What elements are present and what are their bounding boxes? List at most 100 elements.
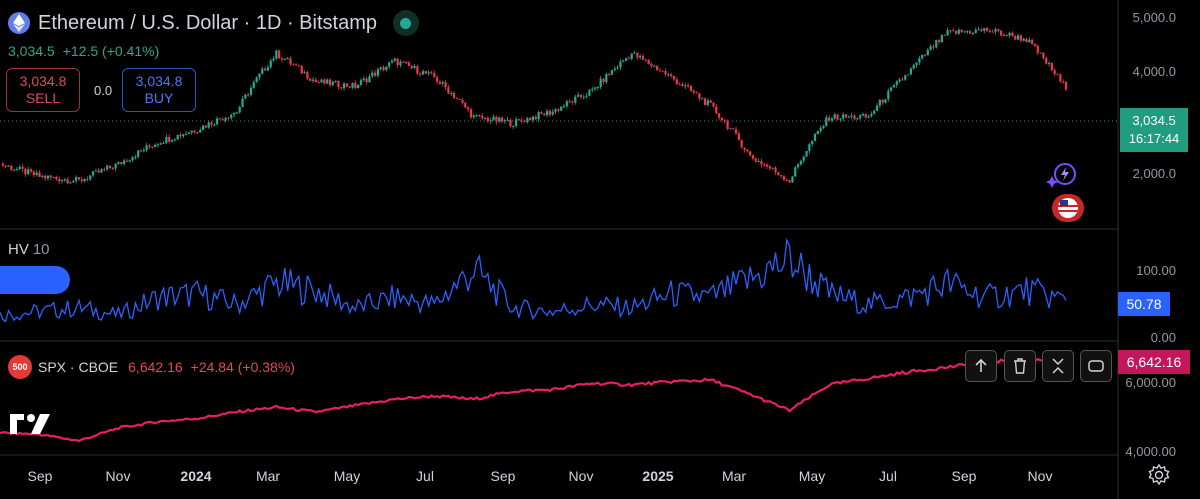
delete-pane-button[interactable] (1004, 350, 1036, 382)
candle-body (692, 90, 695, 93)
symbol-title: Ethereum / U.S. Dollar · 1D · Bitstamp (38, 11, 377, 34)
candle-body (461, 100, 464, 103)
candle-body (1028, 39, 1031, 43)
candle-body (385, 66, 388, 71)
candle-body (644, 59, 647, 61)
candle-body (176, 134, 179, 140)
candle-body (283, 59, 286, 61)
candle-body (44, 175, 47, 179)
candle-body (444, 82, 447, 88)
candle-body (661, 70, 664, 72)
move-pane-up-button[interactable] (965, 350, 997, 382)
candle-body (819, 128, 822, 131)
candle-body (949, 30, 952, 32)
spx-legend[interactable]: 500 SPX · CBOE 6,642.16 +24.84 (+0.38%) (8, 355, 295, 379)
candle-body (278, 50, 281, 59)
candle-body (751, 155, 755, 159)
candle-body (983, 28, 986, 31)
candle-body (1000, 30, 1003, 36)
candle-body (179, 134, 182, 137)
candle-body (300, 65, 303, 74)
candle-body (196, 132, 199, 134)
time-axis-label: 2024 (180, 468, 212, 484)
symbol-header[interactable]: Ethereum / U.S. Dollar · 1D · Bitstamp (8, 10, 419, 36)
candle-body (689, 85, 693, 91)
candle-body (529, 117, 532, 121)
candle-body (323, 79, 326, 84)
candle-body (517, 119, 520, 121)
candle-body (472, 115, 475, 118)
candle-body (808, 144, 811, 151)
candle-body (830, 118, 834, 121)
candle-body (331, 81, 334, 86)
candle-body (1047, 62, 1051, 64)
spx-axis-label: 6,000.00 (1125, 375, 1176, 390)
candle-body (732, 128, 735, 130)
us-flag-icon[interactable] (1052, 194, 1084, 222)
candle-body (582, 96, 585, 98)
time-axis-label: Nov (568, 468, 594, 484)
candle-body (608, 73, 611, 75)
candle-body (534, 116, 537, 120)
candle-body (145, 145, 148, 151)
candle-body (46, 175, 50, 179)
settings-gear-icon[interactable] (1148, 463, 1170, 491)
candle-body (320, 79, 323, 83)
candle-body (77, 177, 81, 180)
candle-body (379, 67, 382, 70)
collapse-pane-button[interactable] (1042, 350, 1074, 382)
candle-body (89, 175, 92, 180)
candle-body (765, 164, 769, 167)
candle-body (97, 170, 100, 173)
candle-body (427, 72, 430, 74)
candle-body (954, 31, 958, 34)
candle-body (695, 92, 698, 94)
candle-body (193, 130, 196, 133)
candle-body (774, 167, 777, 173)
price-axis-label: 4,000.0 (1132, 64, 1176, 79)
candle-body (641, 55, 645, 60)
candle-body (63, 179, 66, 181)
candle-body (388, 62, 391, 67)
candle-body (754, 158, 757, 162)
indicator-pill[interactable] (0, 266, 70, 294)
buy-button[interactable]: 3,034.8 BUY (122, 68, 196, 112)
candle-body (856, 118, 859, 120)
candle-body (565, 101, 568, 107)
candle-body (351, 82, 354, 88)
tradingview-logo[interactable] (8, 412, 54, 441)
candle-body (303, 72, 306, 74)
candle-body (878, 99, 881, 106)
candle-body (131, 157, 134, 161)
candle-body (859, 115, 862, 119)
candle-body (630, 53, 633, 59)
candle-body (134, 156, 137, 158)
candle-body (103, 169, 106, 171)
candle-body (213, 124, 216, 126)
sell-button[interactable]: 3,034.8 SELL (6, 68, 80, 112)
candle-body (354, 82, 357, 89)
candle-body (49, 175, 52, 178)
candle-body (884, 99, 887, 103)
candle-body (94, 170, 97, 172)
candle-body (83, 178, 86, 182)
ai-assistant-icon[interactable] (1044, 162, 1080, 195)
candle-body (289, 58, 292, 65)
candle-body (311, 79, 315, 81)
candle-body (647, 59, 650, 65)
spx-value-tag: 6,642.16 (1118, 350, 1190, 374)
candle-body (438, 81, 442, 84)
candle-body (602, 78, 605, 83)
candle-body (162, 143, 165, 145)
candle-body (768, 166, 771, 169)
candle-body (1064, 82, 1068, 90)
candle-body (481, 115, 484, 119)
maximize-pane-button[interactable] (1080, 350, 1112, 382)
time-axis-label: Mar (721, 468, 747, 484)
candle-body (963, 31, 966, 33)
candle-body (839, 118, 842, 120)
candle-body (345, 83, 348, 87)
hv-indicator-label[interactable]: HV 10 (8, 241, 50, 258)
candle-body (729, 128, 732, 130)
